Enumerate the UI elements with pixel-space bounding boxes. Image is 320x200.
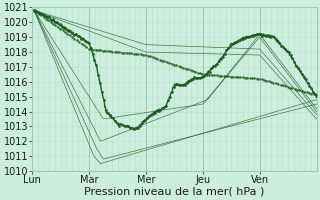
X-axis label: Pression niveau de la mer( hPa ): Pression niveau de la mer( hPa )	[84, 187, 265, 197]
